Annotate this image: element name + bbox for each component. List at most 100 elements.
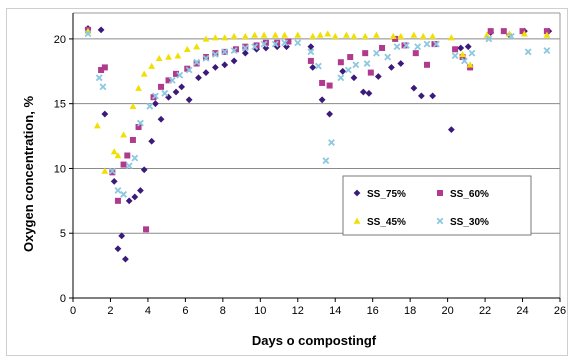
point-ss-60 [129,136,136,143]
point-ss-75 [417,92,425,100]
point-ss-75 [195,74,202,82]
y-tick-label: 5 [60,228,66,240]
point-ss-75 [447,126,455,133]
x-tick-label: 6 [182,305,188,317]
point-ss-30 [271,40,279,48]
point-ss-75 [429,92,437,100]
y-tick-label: 20 [54,34,66,46]
point-ss-45 [211,34,219,41]
point-ss-30 [337,74,345,82]
series-ss-45 [84,27,551,174]
point-ss-60 [401,42,408,49]
x-tick-label: 18 [404,305,416,317]
point-ss-30 [402,41,410,49]
point-ss-30 [485,35,493,43]
x-tick-label: 20 [441,305,453,317]
point-ss-75 [339,67,347,75]
point-ss-45 [135,84,142,91]
point-ss-60 [319,79,326,86]
point-ss-45 [350,32,358,40]
point-ss-45 [183,45,191,52]
point-ss-75 [230,57,238,65]
point-ss-75 [110,178,118,185]
legend-label-ss-60: SS_60% [450,189,489,200]
point-ss-60 [543,28,550,35]
point-ss-45 [343,31,350,38]
point-ss-60 [285,38,292,45]
point-ss-75 [359,88,367,96]
point-ss-45 [110,148,118,155]
legend-marker-ss-60 [437,190,443,196]
point-ss-45 [324,30,332,37]
legend-marker-ss-45 [353,217,361,224]
y-tick-label: 10 [54,163,66,175]
point-ss-30 [314,62,322,70]
point-ss-60 [337,59,344,66]
point-ss-75 [97,26,105,34]
point-ss-30 [352,61,360,69]
point-ss-45 [174,52,182,59]
point-ss-30 [125,162,133,170]
point-ss-60 [412,50,419,57]
legend-marker-ss-75 [353,189,361,197]
point-ss-30 [543,47,551,55]
point-ss-30 [384,53,392,61]
point-ss-45 [521,30,528,37]
x-tick-label: 10 [254,305,266,317]
point-ss-30 [307,48,315,56]
point-ss-45 [93,122,101,129]
y-tick-label: 0 [60,293,66,305]
y-tick-label: 15 [54,99,66,111]
x-tick-label: 4 [145,305,151,317]
point-ss-60 [347,54,354,61]
point-ss-45 [419,32,427,40]
point-ss-60 [431,41,438,48]
x-tick-label: 2 [107,305,113,317]
data-points [84,25,553,263]
point-ss-30 [136,119,144,127]
point-ss-75 [140,166,148,174]
point-ss-45 [148,62,156,69]
point-ss-75 [326,110,334,118]
point-ss-30 [344,66,352,74]
legend-label-ss-30: SS_30% [450,217,489,228]
point-ss-75 [309,64,317,71]
point-ss-45 [271,31,279,38]
point-ss-75 [388,64,395,71]
point-ss-45 [140,70,148,77]
point-ss-75 [122,255,129,263]
point-ss-30 [131,154,139,162]
point-ss-45 [281,31,289,38]
point-ss-60 [114,197,121,204]
point-ss-75 [137,187,144,194]
point-ss-75 [457,44,465,52]
point-ss-30 [393,43,401,51]
point-ss-60 [500,28,507,35]
point-ss-30 [363,60,371,67]
point-ss-45 [202,35,210,42]
point-ss-30 [524,48,532,56]
point-ss-45 [165,53,172,60]
point-ss-30 [114,187,122,194]
point-ss-45 [373,31,380,38]
point-ss-75 [152,100,159,108]
point-ss-45 [294,31,302,38]
axes [69,12,561,302]
point-ss-60 [101,64,108,71]
point-ss-75 [172,88,180,96]
point-ss-60 [135,124,142,130]
point-ss-60 [242,43,249,50]
point-ss-45 [129,102,137,109]
point-ss-30 [161,89,169,97]
point-ss-60 [212,50,219,57]
point-ss-45 [483,31,491,38]
point-ss-75 [307,43,315,51]
point-ss-45 [120,131,127,138]
point-ss-30 [151,92,159,100]
point-ss-45 [309,32,317,40]
point-ss-60 [109,169,116,176]
point-ss-60 [165,77,172,84]
point-ss-60 [143,226,150,233]
point-ss-30 [461,57,468,65]
point-ss-30 [251,43,259,51]
